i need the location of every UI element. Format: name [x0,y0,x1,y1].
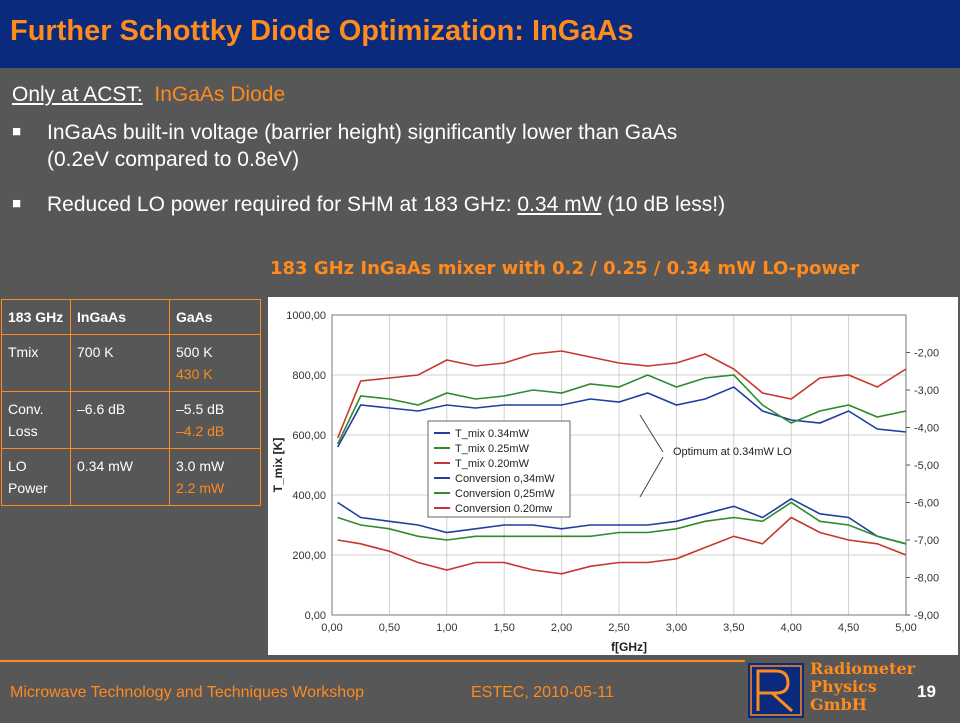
annotation-arrow [639,414,664,453]
x-tick-label: 0,50 [379,622,400,634]
table-value: –5.5 dB [176,401,225,417]
bullet-1-line1: InGaAs built-in voltage (barrier height)… [47,121,678,144]
rpg-logo [748,663,804,718]
y-tick-label: 600,00 [292,430,326,442]
y-tick-label: 1000,00 [286,310,326,322]
table-row: Conv. Loss –6.6 dB –5.5 dB –4.2 dB [1,391,261,449]
table-cell: 500 K 430 K [169,334,261,392]
table-header-cell: 183 GHz [1,299,71,335]
table-value-alt: –4.2 dB [176,423,225,439]
y2-tick-label: -5,00 [914,460,939,472]
legend-entry: T_mix 0.25mW [455,443,530,455]
x-tick-label: 3,00 [666,622,687,634]
y2-tick-label: -3,00 [914,385,939,397]
y-tick-label: 0,00 [305,610,326,622]
bullet-square-icon: ■ [12,195,22,212]
table-cell: LO Power [1,448,71,506]
title-bar: Further Schottky Diode Optimization: InG… [0,0,960,68]
series-line [337,497,907,545]
y2-tick-label: -6,00 [914,498,939,510]
logo-line: GmbH [810,695,867,714]
y-axis-label: T_mix [K] [271,438,285,493]
table-cell: –5.5 dB –4.2 dB [169,391,261,449]
table-row: Tmix 700 K 500 K 430 K [1,334,261,392]
bullet-square-icon: ■ [12,123,22,140]
bullet-2-post: (10 dB less!) [601,193,726,216]
table-value-alt: 2.2 mW [176,480,225,496]
x-tick-label: 4,50 [838,622,859,634]
table-cell: 3.0 mW 2.2 mW [169,448,261,506]
footer-divider [0,660,745,662]
mixer-chart-svg: 0,00 200,00 400,00 600,00 800,00 1000,00 -2,00… [271,310,939,654]
series-line [336,374,907,445]
x-tick-label: 1,50 [493,622,514,634]
table-cell: Conv. Loss [1,391,71,449]
intro-line: Only at ACST: InGaAs Diode [12,83,285,107]
bullet-2-underlined: 0.34 mW [517,193,602,216]
slide-title: Further Schottky Diode Optimization: InG… [10,15,634,47]
chart-caption: 183 GHz InGaAs mixer with 0.2 / 0.25 / 0… [270,258,860,279]
x-tick-label: 3,50 [723,622,744,634]
legend-entry: T_mix 0.20mW [455,458,530,470]
table-value-alt: 430 K [176,366,213,382]
legend-entry: Conversion o,34mW [455,473,555,485]
x-tick-label: 2,00 [551,622,572,634]
table-value: 500 K [176,344,213,360]
y2-tick-label: -4,00 [914,423,939,435]
series-line [336,386,907,448]
intro-underlined: Only at ACST: [12,83,143,106]
comparison-table: 183 GHz InGaAs GaAs Tmix 700 K 500 K 430 … [1,299,261,506]
annotation-arrow [639,456,664,498]
series-line [337,501,907,545]
bullet-2-pre: Reduced LO power required for SHM at 183… [47,193,518,216]
table-value: 3.0 mW [176,458,225,474]
x-tick-label: 2,50 [608,622,629,634]
legend-entry: Conversion 0.20mw [455,503,552,515]
y2-tick-label: -8,00 [914,573,939,585]
table-header-cell: InGaAs [70,299,170,335]
logo-line: Physics [810,677,877,696]
series-line [337,516,907,575]
legend-entry: T_mix 0.34mW [455,428,530,440]
mixer-chart: 0,00 200,00 400,00 600,00 800,00 1000,00 -2,00… [268,297,958,655]
legend-box [427,420,571,518]
table-cell: 0.34 mW [70,448,170,506]
table-cell: 700 K [70,334,170,392]
intro-rest: InGaAs Diode [154,83,286,106]
table-row: LO Power 0.34 mW 3.0 mW 2.2 mW [1,448,261,506]
logo-text: Radiometer Physics GmbH [810,660,915,714]
y-tick-label: 800,00 [292,370,326,382]
footer-date: ESTEC, 2010-05-11 [471,684,614,701]
table-header-row: 183 GHz InGaAs GaAs [1,299,261,335]
y2-tick-label: -7,00 [914,535,939,547]
x-tick-label: 1,00 [436,622,457,634]
x-axis-label: f[GHz] [611,640,647,654]
table-header-cell: GaAs [169,299,261,335]
legend-entry: Conversion 0,25mW [455,488,555,500]
rpg-logo-icon [750,665,802,716]
x-tick-label: 0,00 [321,622,342,634]
footer-workshop: Microwave Technology and Techniques Work… [10,684,364,701]
logo-line: Radiometer [810,659,916,678]
y2-tick-label: -2,00 [914,348,939,360]
table-cell: –6.6 dB [70,391,170,449]
chart-annotation: Optimum at 0.34mW LO [673,446,792,458]
y-tick-label: 200,00 [292,550,326,562]
page-number: 19 [917,682,936,701]
x-tick-label: 4,00 [780,622,801,634]
bullet-1-line2: (0.2eV compared to 0.8eV) [47,148,300,171]
series-line [336,350,907,439]
y2-tick-label: -9,00 [914,610,939,622]
y-tick-label: 400,00 [292,490,326,502]
table-cell: Tmix [1,334,71,392]
x-tick-label: 5,00 [895,622,916,634]
plot-frame [331,314,907,616]
